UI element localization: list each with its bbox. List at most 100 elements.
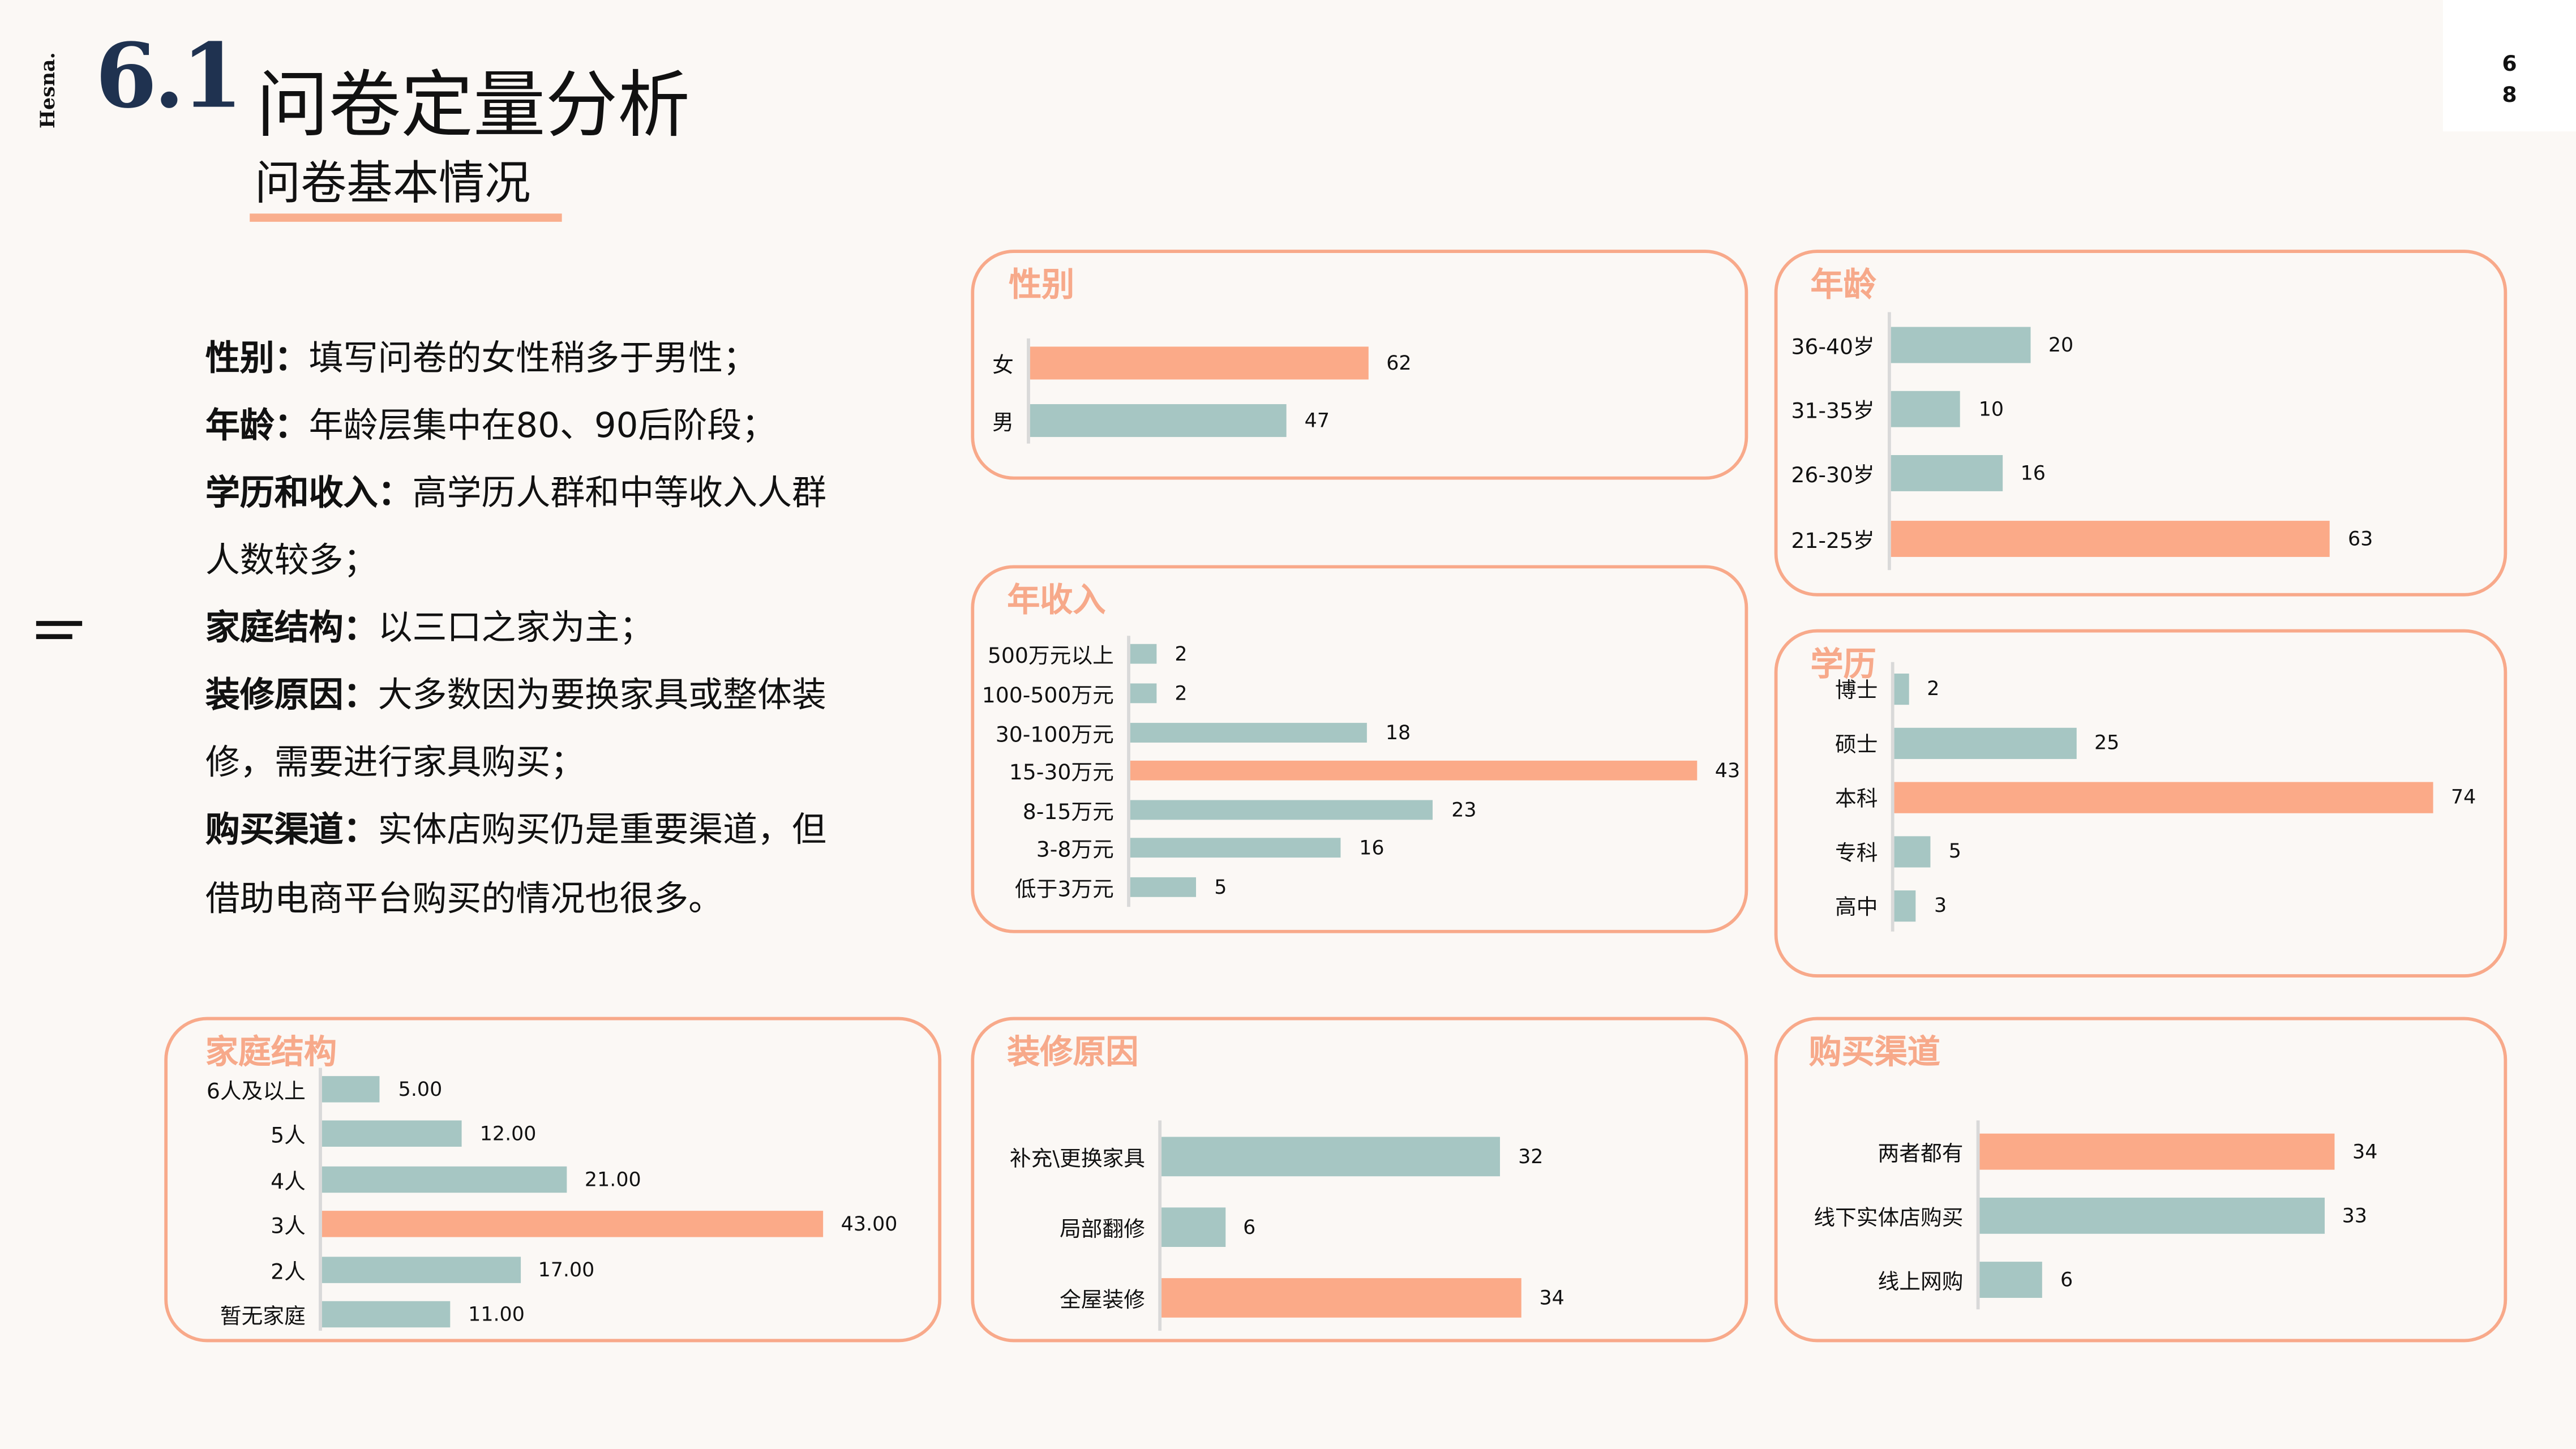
bar-income <box>1130 683 1157 704</box>
chart-title: 家庭结构 <box>205 1031 337 1071</box>
summary-text: 填写问卷的女性稍多于男性； <box>308 338 758 378</box>
page-subtitle: 问卷基本情况 <box>254 156 531 211</box>
value-label: 43.00 <box>841 1212 898 1236</box>
bar-channel <box>1979 1262 2043 1298</box>
bar-income <box>1130 760 1697 781</box>
summary-label: 学历和收入： <box>205 473 413 513</box>
bar-income <box>1130 723 1368 743</box>
category-label: 局部翻修 <box>1060 1218 1146 1243</box>
value-label: 20 <box>2048 333 2074 357</box>
bar-age <box>1891 455 2003 491</box>
bar-renovation <box>1161 1278 1521 1318</box>
chart-title: 学历 <box>1810 644 1876 684</box>
summary-text: 以三口之家为主； <box>378 607 654 648</box>
category-label: 2人 <box>271 1261 306 1286</box>
bar-renovation <box>1161 1137 1501 1177</box>
bar-family <box>322 1120 462 1147</box>
category-axis <box>1891 662 1895 932</box>
menu-icon[interactable] <box>36 621 83 644</box>
bar-family <box>322 1211 823 1237</box>
summary-line: 购买渠道：实体店购买仍是重要渠道，但 <box>205 803 826 852</box>
summary-text: 修，需要进行家具购买； <box>205 742 585 782</box>
bar-channel <box>1979 1133 2335 1170</box>
summary-line: 装修原因：大多数因为要换家具或整体装 <box>205 668 826 718</box>
bar-income <box>1130 838 1341 858</box>
summary-text: 借助电商平台购买的情况也很多。 <box>205 878 723 919</box>
bar-income <box>1130 877 1197 897</box>
bar-age <box>1891 327 2030 363</box>
value-label: 43 <box>1715 758 1741 782</box>
value-label: 6 <box>1243 1215 1256 1239</box>
brand-logo: Hesna. <box>23 49 72 131</box>
bar-gender <box>1030 346 1369 380</box>
value-label: 2 <box>1175 642 1188 666</box>
category-label: 36-40岁 <box>1791 336 1875 361</box>
summary-label: 家庭结构： <box>205 607 378 648</box>
value-label: 34 <box>2352 1140 2378 1163</box>
category-label: 100-500万元 <box>981 684 1114 709</box>
page-number-digit: 8 <box>2502 84 2517 109</box>
bar-income <box>1130 800 1434 820</box>
chart-title: 性别 <box>1009 264 1075 304</box>
bar-income <box>1130 644 1157 664</box>
bar-family <box>322 1301 451 1328</box>
chart-title: 年龄 <box>1810 264 1876 304</box>
value-label: 5 <box>1948 839 1961 863</box>
category-label: 5人 <box>271 1124 306 1150</box>
value-label: 18 <box>1385 721 1411 744</box>
value-label: 34 <box>1539 1286 1565 1310</box>
category-label: 全屋装修 <box>1060 1289 1146 1314</box>
value-label: 6 <box>2060 1268 2073 1292</box>
value-label: 23 <box>1451 798 1477 822</box>
summary-line: 年龄：年龄层集中在80、90后阶段； <box>205 399 776 448</box>
category-axis <box>1027 338 1030 444</box>
category-label: 高中 <box>1835 896 1878 921</box>
category-label: 8-15万元 <box>1022 800 1114 826</box>
value-label: 33 <box>2342 1204 2368 1228</box>
category-label: 暂无家庭 <box>220 1305 306 1330</box>
bar-channel <box>1979 1197 2324 1234</box>
bar-education <box>1894 727 2077 758</box>
summary-line: 人数较多； <box>205 534 378 583</box>
summary-text: 大多数因为要换家具或整体装 <box>378 675 826 715</box>
category-label: 4人 <box>271 1171 306 1195</box>
category-label: 专科 <box>1835 842 1878 867</box>
summary-label: 购买渠道： <box>205 809 378 850</box>
category-label: 6人及以上 <box>206 1080 306 1105</box>
chart-panel-gender <box>971 250 1748 480</box>
category-label: 女 <box>992 354 1014 379</box>
value-label: 32 <box>1518 1145 1544 1168</box>
summary-label: 装修原因： <box>205 675 378 715</box>
page-title: 问卷定量分析 <box>256 64 691 148</box>
category-label: 26-30岁 <box>1791 464 1875 489</box>
page-number-digit: 6 <box>2502 52 2517 78</box>
chart-title: 装修原因 <box>1007 1031 1139 1071</box>
summary-text: 年龄层集中在80、90后阶段； <box>308 405 777 445</box>
value-label: 16 <box>2020 461 2046 485</box>
chart-panel-education <box>1774 629 2508 978</box>
value-label: 2 <box>1175 681 1188 705</box>
summary-text: 人数较多； <box>205 540 378 580</box>
category-label: 3人 <box>271 1215 306 1240</box>
value-label: 62 <box>1386 351 1412 375</box>
summary-text: 实体店购买仍是重要渠道，但 <box>378 809 826 850</box>
category-label: 31-35岁 <box>1791 400 1875 425</box>
summary-label: 性别： <box>205 338 309 378</box>
page-number: 6 8 <box>2443 0 2576 132</box>
subtitle-underline <box>250 213 562 222</box>
chart-panel-renovation <box>971 1017 1748 1343</box>
value-label: 3 <box>1934 893 1947 917</box>
bar-age <box>1891 521 2330 557</box>
value-label: 10 <box>1978 397 2004 421</box>
summary-text: 高学历人群和中等收入人群 <box>412 473 826 513</box>
summary-line: 借助电商平台购买的情况也很多。 <box>205 872 723 921</box>
value-label: 25 <box>2094 731 2120 754</box>
value-label: 63 <box>2347 527 2373 551</box>
chart-panel-income <box>971 565 1748 933</box>
value-label: 12.00 <box>479 1122 537 1146</box>
summary-line: 修，需要进行家具购买； <box>205 736 585 785</box>
value-label: 5.00 <box>398 1078 443 1101</box>
summary-line: 性别：填写问卷的女性稍多于男性； <box>205 332 757 381</box>
chart-title: 年收入 <box>1007 580 1106 620</box>
